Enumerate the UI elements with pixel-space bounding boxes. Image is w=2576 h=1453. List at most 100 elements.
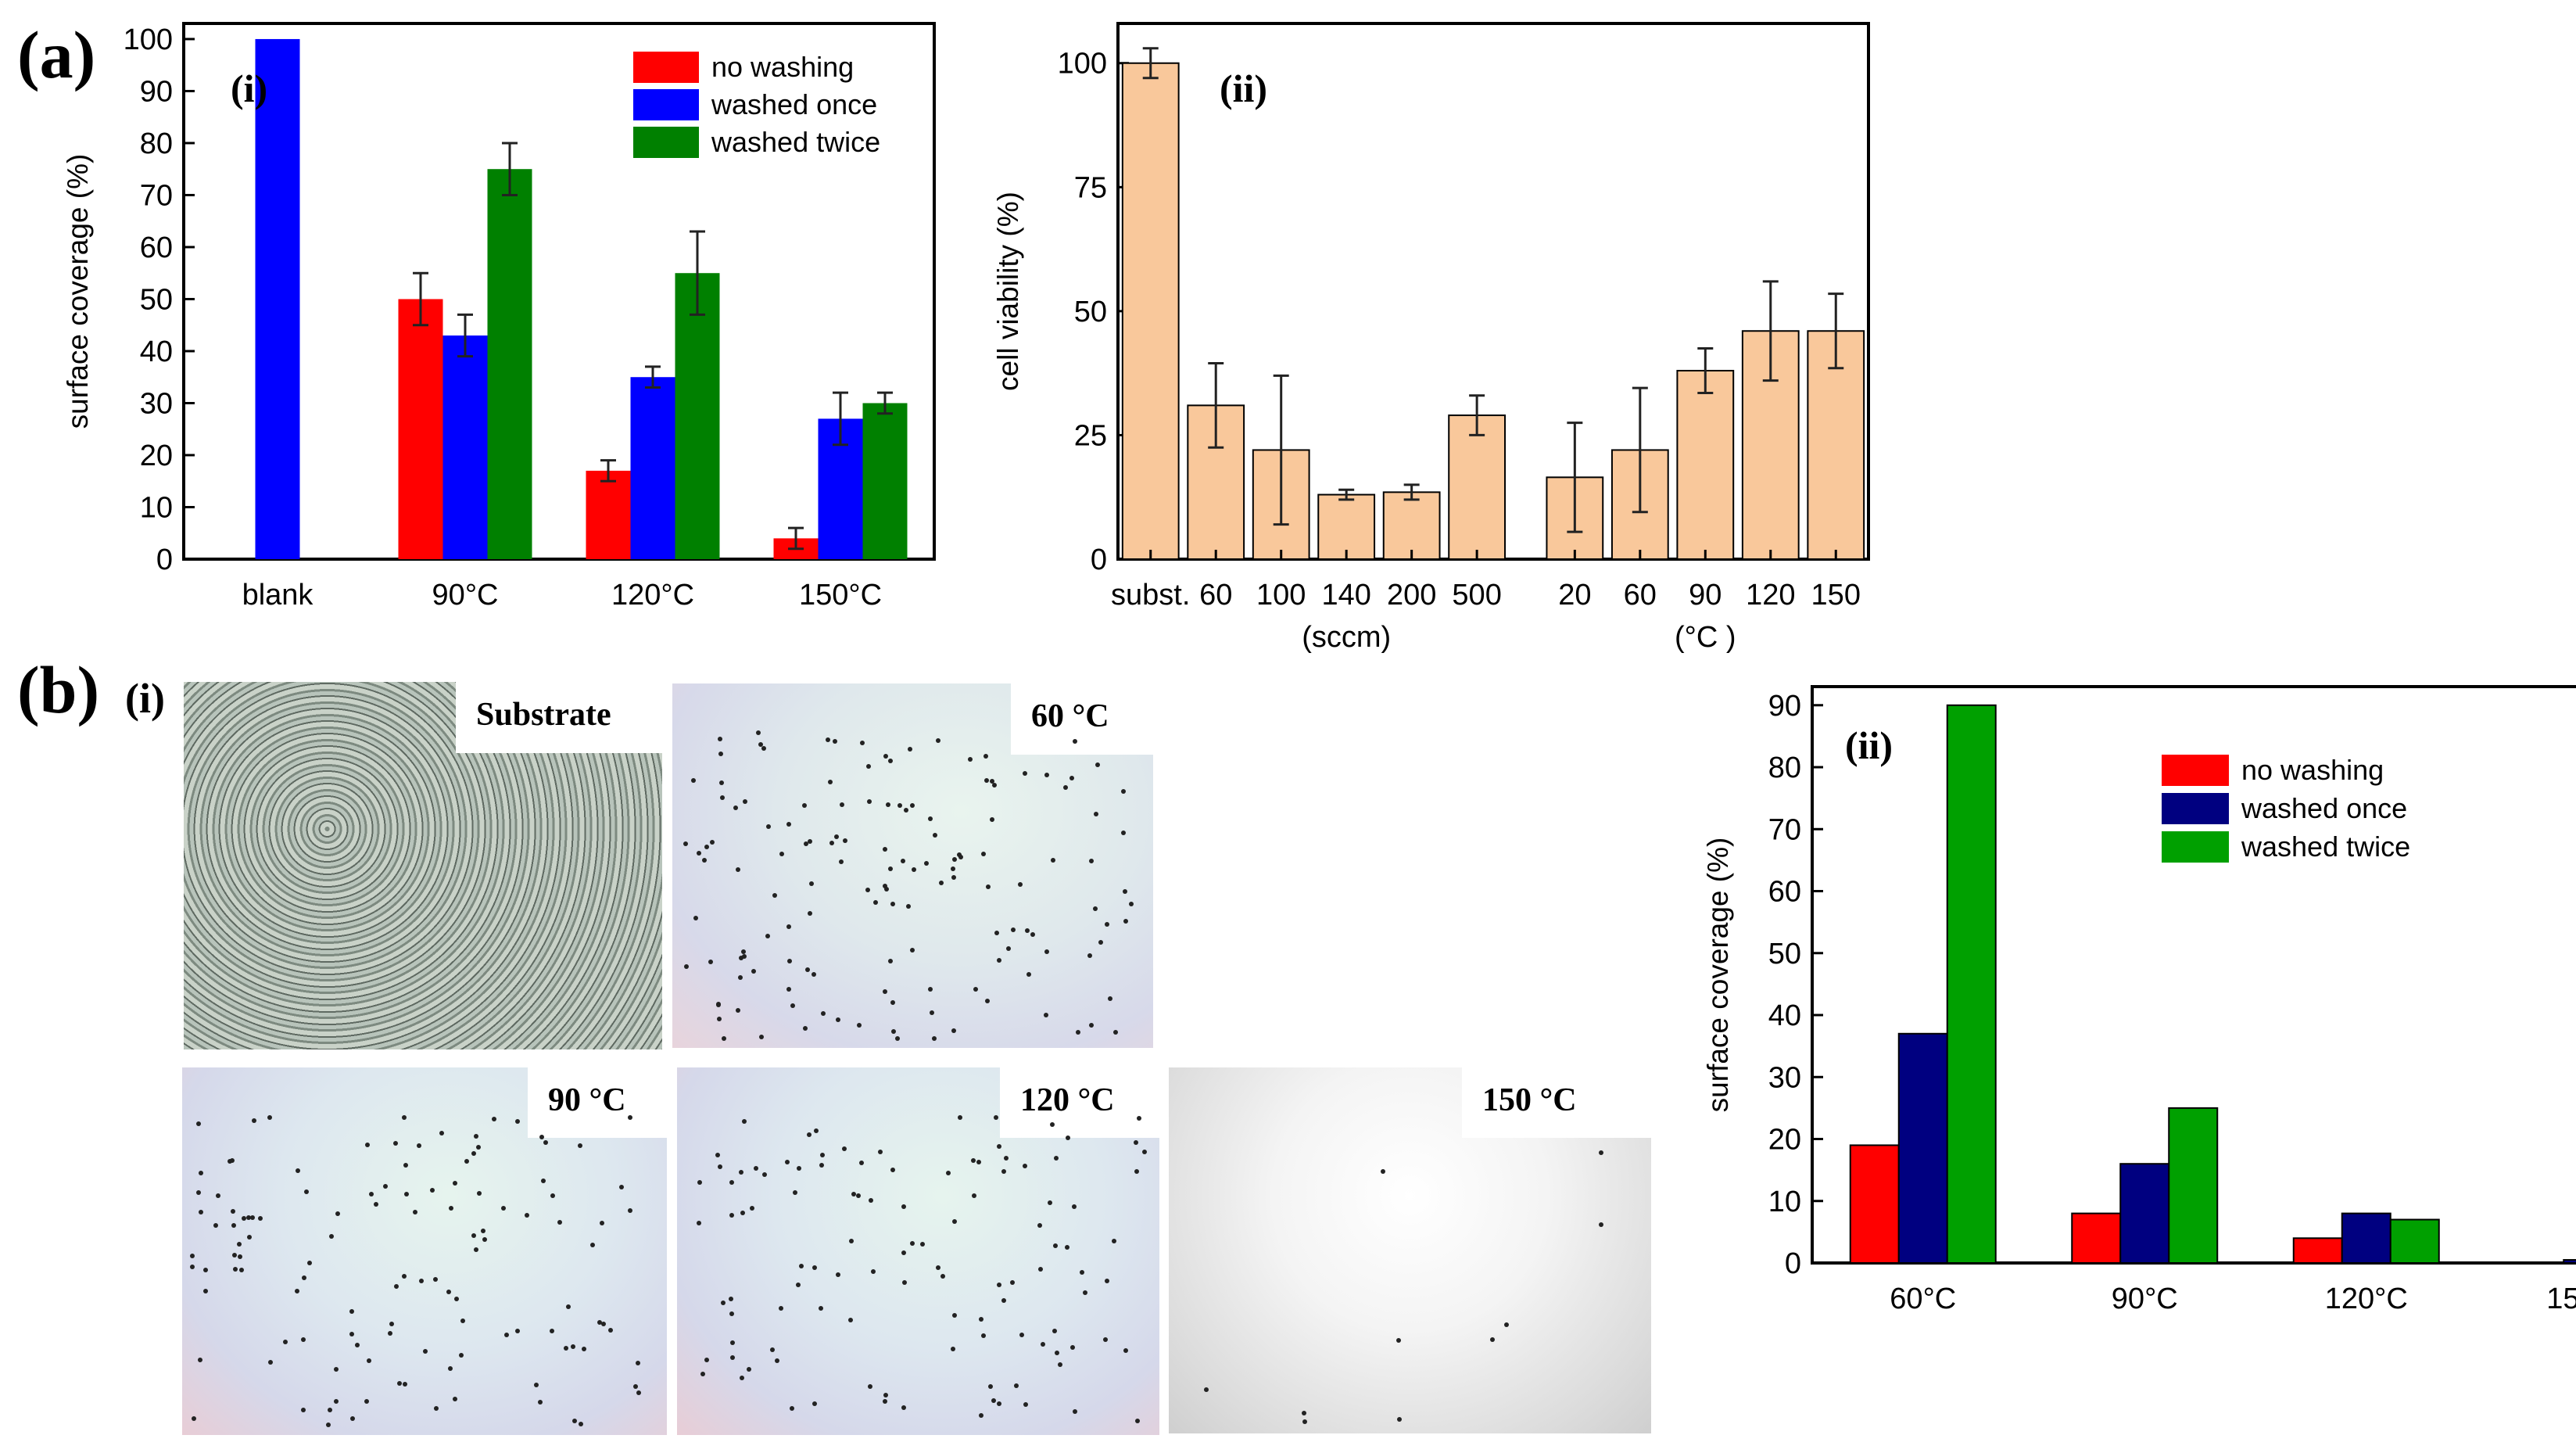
cell-dot bbox=[1024, 927, 1030, 933]
y-tick-label: 80 bbox=[1768, 752, 1801, 784]
cell-dot bbox=[1044, 949, 1050, 954]
cell-dot bbox=[929, 1010, 934, 1015]
cell-dot bbox=[769, 1347, 775, 1353]
cell-dot bbox=[978, 1316, 983, 1322]
cell-dot bbox=[394, 1284, 399, 1290]
cell-dot bbox=[365, 1142, 371, 1147]
y-tick-label: 0 bbox=[1785, 1247, 1801, 1280]
cell-dot bbox=[416, 1143, 421, 1148]
cell-dot bbox=[910, 1240, 915, 1246]
x-tick-label: 60 bbox=[1624, 579, 1657, 612]
bar bbox=[487, 169, 532, 559]
cell-dot bbox=[895, 1036, 901, 1042]
cell-dot bbox=[811, 1401, 817, 1407]
cell-dot bbox=[195, 1189, 201, 1195]
cell-dot bbox=[1204, 1387, 1209, 1393]
cell-dot bbox=[908, 746, 913, 752]
cell-dot bbox=[1038, 1266, 1044, 1272]
cell-dot bbox=[1026, 972, 1031, 978]
panel-sub-label: (ii) bbox=[1220, 66, 1267, 110]
cell-dot bbox=[904, 808, 909, 813]
y-tick-label: 25 bbox=[1074, 419, 1107, 452]
cell-dot bbox=[460, 1318, 465, 1324]
cell-dot bbox=[883, 753, 888, 759]
cell-dot bbox=[383, 1183, 389, 1189]
cell-dot bbox=[571, 1344, 576, 1349]
cell-dot bbox=[368, 1191, 374, 1196]
cell-dot bbox=[946, 1171, 951, 1176]
cell-dot bbox=[980, 851, 986, 856]
x-tick-label: 60 bbox=[1199, 579, 1232, 612]
cell-dot bbox=[803, 1025, 808, 1031]
cell-dot bbox=[1023, 1402, 1028, 1408]
bar bbox=[2119, 1163, 2170, 1264]
cell-dot bbox=[1011, 927, 1016, 933]
x-tick-label: 150 bbox=[1811, 579, 1861, 612]
cell-dot bbox=[247, 1235, 253, 1240]
cell-dot bbox=[492, 1117, 497, 1122]
legend-label: washed twice bbox=[2241, 831, 2410, 863]
cell-dot bbox=[403, 1162, 409, 1168]
y-tick-label: 40 bbox=[140, 335, 173, 368]
cell-dot bbox=[389, 1321, 395, 1326]
cell-dot bbox=[786, 987, 791, 992]
cell-dot bbox=[761, 745, 766, 751]
cell-dot bbox=[1019, 1332, 1024, 1337]
y-axis-label: surface coverage (%) bbox=[1704, 838, 1734, 1113]
cell-dot bbox=[1095, 762, 1101, 768]
y-tick-label: 50 bbox=[140, 283, 173, 316]
cell-dot bbox=[571, 1418, 577, 1423]
y-axis-label: cell viability (%) bbox=[992, 192, 1024, 391]
cell-dot bbox=[1395, 1338, 1401, 1344]
cell-dot bbox=[242, 1215, 247, 1221]
cell-dot bbox=[464, 1158, 470, 1164]
cell-dot bbox=[1050, 857, 1055, 863]
y-axis-label: surface coverage (%) bbox=[62, 154, 94, 429]
cell-dot bbox=[192, 1416, 197, 1422]
cell-dot bbox=[1302, 1419, 1308, 1425]
cell-dot bbox=[335, 1211, 341, 1217]
cell-dot bbox=[500, 1205, 506, 1211]
cell-dot bbox=[729, 1179, 735, 1185]
cell-dot bbox=[524, 1213, 529, 1218]
cell-dot bbox=[1041, 1341, 1046, 1347]
y-tick-label: 40 bbox=[1768, 999, 1801, 1032]
cell-dot bbox=[482, 1236, 487, 1242]
cell-dot bbox=[716, 1016, 722, 1021]
cell-dot bbox=[739, 1169, 744, 1175]
cell-dot bbox=[856, 1022, 862, 1028]
cell-dot bbox=[957, 1115, 962, 1121]
cell-dot bbox=[267, 1115, 272, 1121]
x-tick-label: 60°C bbox=[1890, 1283, 1956, 1315]
cell-dot bbox=[550, 1193, 555, 1198]
cell-dot bbox=[801, 803, 807, 809]
cell-dot bbox=[589, 1242, 595, 1247]
cell-dot bbox=[956, 852, 962, 858]
cell-dot bbox=[851, 1191, 856, 1196]
panel-sub-label: (ii) bbox=[1845, 723, 1893, 767]
cell-dot bbox=[968, 757, 973, 762]
cell-dot bbox=[300, 1407, 306, 1412]
cell-dot bbox=[232, 1267, 238, 1272]
x-tick-label: 90°C bbox=[432, 579, 499, 612]
cell-dot bbox=[807, 1132, 812, 1137]
x-group-unit-label: (°C ) bbox=[1675, 621, 1736, 654]
cell-dot bbox=[600, 1322, 606, 1327]
cell-dot bbox=[1066, 1135, 1071, 1141]
cell-dot bbox=[865, 764, 871, 770]
cell-dot bbox=[296, 1168, 301, 1174]
cell-dot bbox=[1089, 1023, 1095, 1028]
x-tick-label: 200 bbox=[1387, 579, 1436, 612]
cell-dot bbox=[1053, 1155, 1059, 1161]
bar bbox=[1448, 414, 1507, 560]
cell-dot bbox=[693, 916, 699, 921]
cell-dot bbox=[1003, 1155, 1009, 1161]
cell-dot bbox=[919, 1242, 925, 1247]
cell-dot bbox=[978, 1413, 983, 1419]
cell-dot bbox=[1013, 1383, 1019, 1389]
cell-dot bbox=[439, 1130, 444, 1135]
x-tick-label: blank bbox=[242, 579, 314, 612]
cell-dot bbox=[883, 846, 888, 852]
cell-dot bbox=[739, 955, 744, 960]
